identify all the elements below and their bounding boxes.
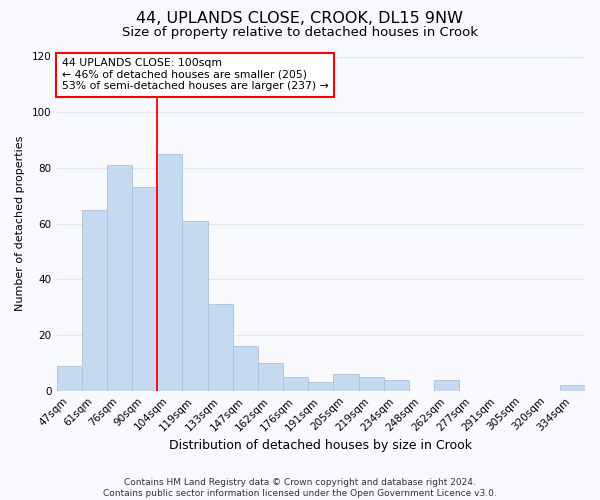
Text: Contains HM Land Registry data © Crown copyright and database right 2024.
Contai: Contains HM Land Registry data © Crown c… xyxy=(103,478,497,498)
Bar xyxy=(359,377,383,391)
Bar xyxy=(132,188,157,391)
X-axis label: Distribution of detached houses by size in Crook: Distribution of detached houses by size … xyxy=(169,440,472,452)
Bar xyxy=(233,346,258,391)
Bar xyxy=(56,366,82,391)
Bar xyxy=(383,380,409,391)
Bar xyxy=(560,386,585,391)
Bar xyxy=(434,380,459,391)
Bar xyxy=(283,377,308,391)
Bar xyxy=(308,382,334,391)
Bar xyxy=(82,210,107,391)
Y-axis label: Number of detached properties: Number of detached properties xyxy=(15,136,25,312)
Bar xyxy=(258,363,283,391)
Bar xyxy=(334,374,359,391)
Bar xyxy=(208,304,233,391)
Text: 44, UPLANDS CLOSE, CROOK, DL15 9NW: 44, UPLANDS CLOSE, CROOK, DL15 9NW xyxy=(137,11,464,26)
Text: 44 UPLANDS CLOSE: 100sqm
← 46% of detached houses are smaller (205)
53% of semi-: 44 UPLANDS CLOSE: 100sqm ← 46% of detach… xyxy=(62,58,329,92)
Bar xyxy=(157,154,182,391)
Text: Size of property relative to detached houses in Crook: Size of property relative to detached ho… xyxy=(122,26,478,39)
Bar xyxy=(182,221,208,391)
Bar xyxy=(107,165,132,391)
